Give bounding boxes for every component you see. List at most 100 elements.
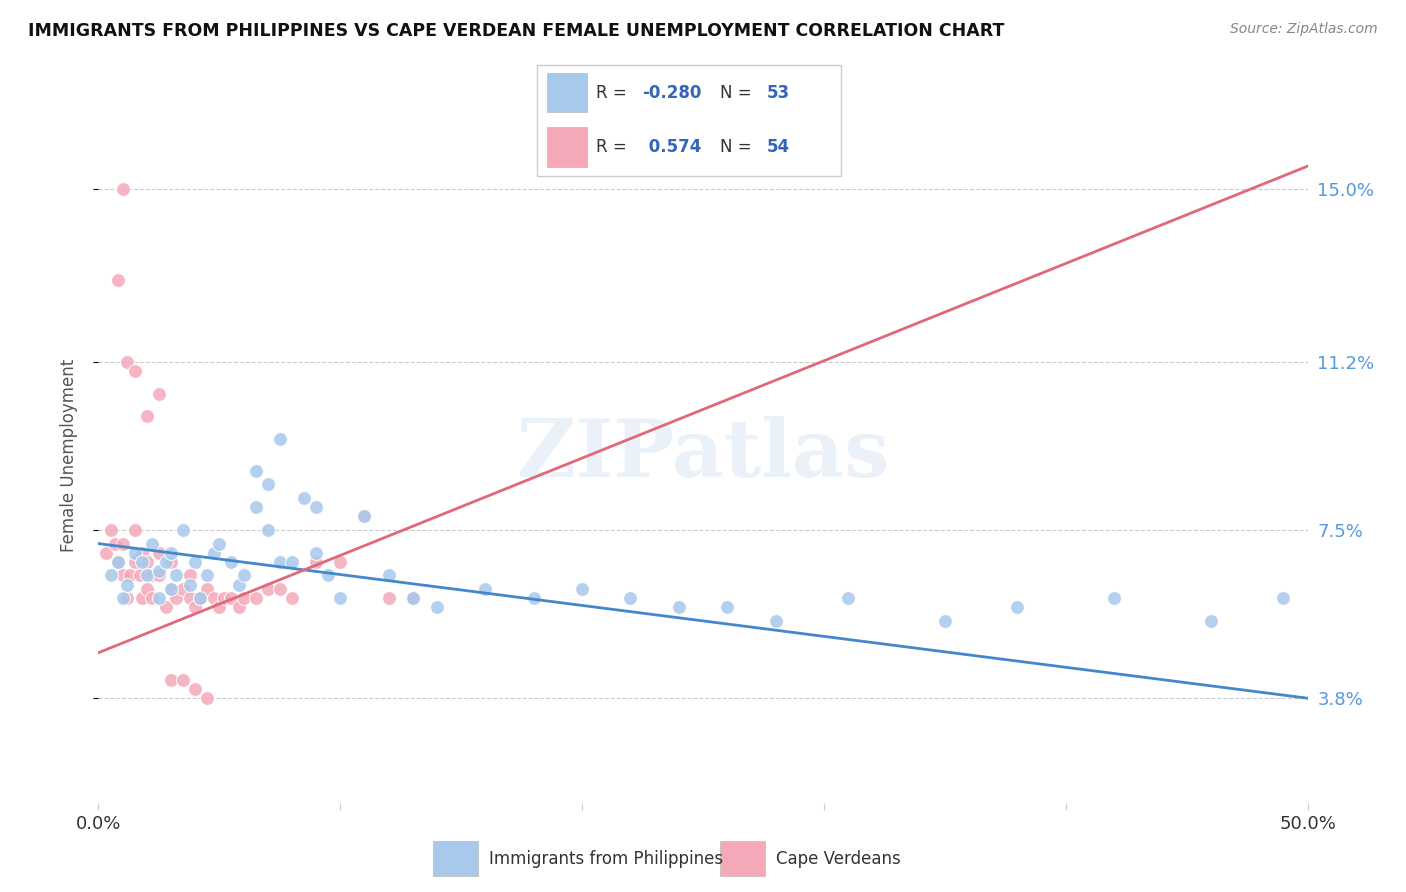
Point <box>571 582 593 596</box>
Point <box>212 591 235 606</box>
Point <box>204 546 226 560</box>
Point <box>221 555 243 569</box>
Point <box>100 568 122 582</box>
Point <box>245 464 267 478</box>
Point <box>165 591 187 606</box>
Point <box>934 614 956 628</box>
Point <box>124 364 146 378</box>
Text: ZIPatlas: ZIPatlas <box>517 416 889 494</box>
Point <box>172 523 194 537</box>
Point <box>111 536 134 550</box>
Point <box>377 568 399 582</box>
Text: Immigrants from Philippines: Immigrants from Philippines <box>489 849 724 868</box>
Point <box>329 555 352 569</box>
Point <box>160 673 183 687</box>
Point <box>135 568 157 582</box>
Point <box>195 691 218 706</box>
Point <box>172 673 194 687</box>
Point <box>124 523 146 537</box>
Point <box>256 582 278 596</box>
Point <box>148 546 170 560</box>
Point <box>305 555 328 569</box>
Point <box>111 591 134 606</box>
Point <box>316 568 339 582</box>
Text: 53: 53 <box>766 84 789 102</box>
Point <box>131 591 153 606</box>
Point <box>160 582 183 596</box>
Text: IMMIGRANTS FROM PHILIPPINES VS CAPE VERDEAN FEMALE UNEMPLOYMENT CORRELATION CHAR: IMMIGRANTS FROM PHILIPPINES VS CAPE VERD… <box>28 22 1004 40</box>
Point <box>160 582 183 596</box>
Point <box>184 682 207 697</box>
Point <box>111 182 134 196</box>
Point <box>353 509 375 524</box>
Point <box>188 591 211 606</box>
Point <box>155 555 177 569</box>
Point <box>765 614 787 628</box>
Text: R =: R = <box>596 84 633 102</box>
Point <box>245 500 267 515</box>
Point <box>184 600 207 615</box>
Point <box>256 477 278 491</box>
Text: 0.574: 0.574 <box>643 138 702 156</box>
Text: R =: R = <box>596 138 633 156</box>
Point <box>668 600 690 615</box>
Point <box>148 386 170 401</box>
Point <box>1102 591 1125 606</box>
Point <box>195 582 218 596</box>
Text: -0.280: -0.280 <box>643 84 702 102</box>
Point <box>131 555 153 569</box>
Point <box>281 555 304 569</box>
Point <box>160 555 183 569</box>
Point <box>523 591 546 606</box>
Point <box>172 582 194 596</box>
Point <box>228 600 250 615</box>
FancyBboxPatch shape <box>547 128 586 167</box>
FancyBboxPatch shape <box>720 841 765 876</box>
Point <box>281 591 304 606</box>
Point <box>353 509 375 524</box>
Point <box>165 568 187 582</box>
Y-axis label: Female Unemployment: Female Unemployment <box>59 359 77 551</box>
Point <box>124 546 146 560</box>
Point <box>141 591 163 606</box>
Point <box>837 591 859 606</box>
Point <box>402 591 425 606</box>
Point <box>111 568 134 582</box>
Point <box>1007 600 1029 615</box>
Point <box>104 536 127 550</box>
Point <box>269 582 291 596</box>
Point <box>179 577 201 591</box>
Point <box>245 591 267 606</box>
Point <box>426 600 449 615</box>
Point <box>292 491 315 505</box>
Text: Cape Verdeans: Cape Verdeans <box>776 849 901 868</box>
Point <box>141 568 163 582</box>
Point <box>305 500 328 515</box>
Point <box>118 568 141 582</box>
Point <box>305 546 328 560</box>
Point <box>107 555 129 569</box>
Point <box>148 568 170 582</box>
Text: 54: 54 <box>766 138 789 156</box>
Point <box>269 555 291 569</box>
Point <box>94 546 117 560</box>
Point <box>148 564 170 578</box>
Point <box>1199 614 1222 628</box>
Text: N =: N = <box>720 138 756 156</box>
Point <box>117 577 139 591</box>
Point <box>188 591 211 606</box>
Point <box>619 591 641 606</box>
Point <box>269 432 291 446</box>
Point <box>204 591 226 606</box>
Point <box>232 591 254 606</box>
Point <box>256 523 278 537</box>
Point <box>100 523 122 537</box>
FancyBboxPatch shape <box>547 73 586 112</box>
Point <box>402 591 425 606</box>
Point <box>128 568 150 582</box>
Point <box>141 536 163 550</box>
Point <box>228 577 250 591</box>
Point <box>124 555 146 569</box>
Point <box>232 568 254 582</box>
Point <box>107 555 129 569</box>
